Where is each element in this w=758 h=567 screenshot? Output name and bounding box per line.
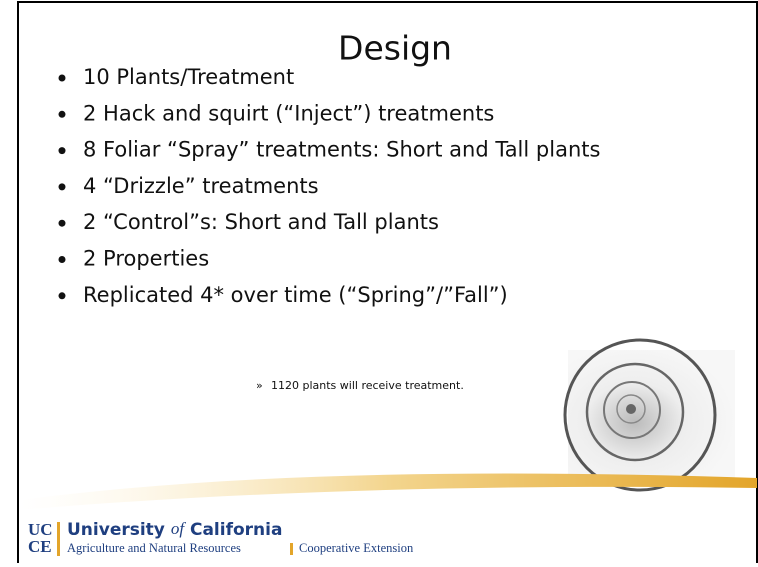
slide-title: Design [338, 29, 452, 68]
bullet-dot [58, 256, 66, 263]
bullet-dot [58, 147, 66, 155]
bullet-text: 8 Foliar “Spray” treatments: Short and T… [83, 138, 600, 162]
logo-top: UC [28, 520, 53, 539]
bullet-text: 4 “Drizzle” treatments [83, 174, 319, 198]
clock-image [563, 338, 735, 492]
footer-swoosh [20, 473, 757, 510]
university-post: California [190, 520, 282, 540]
bullet-text: 2 Hack and squirt (“Inject”) treatments [83, 101, 494, 125]
bullet-dot [58, 292, 66, 300]
bullet-text: 2 “Control”s: Short and Tall plants [83, 210, 439, 234]
bullet-dot [58, 74, 66, 82]
sub-bullet-marker: » [256, 379, 263, 392]
bullet-text: 2 Properties [83, 247, 209, 271]
university-of: of [171, 519, 187, 538]
logo-divider [57, 522, 60, 556]
bullet-dot [58, 110, 66, 118]
bullet-list: 10 Plants/Treatment 2 Hack and squirt (“I… [58, 65, 600, 307]
bullet-text: 10 Plants/Treatment [83, 65, 294, 89]
division-divider [290, 543, 293, 555]
bullet-dot [58, 183, 66, 191]
university-name: University of California [67, 519, 282, 540]
logo-bottom: CE [28, 537, 52, 556]
division: Agriculture and Natural Resources [67, 541, 241, 555]
sub-bullet: 1120 plants will receive treatment. [271, 379, 464, 392]
bullet-text: Replicated 4* over time (“Spring”/”Fall”… [83, 283, 508, 307]
bullet-dot [58, 219, 66, 227]
extension: Cooperative Extension [299, 541, 414, 555]
university-pre: University [67, 520, 165, 540]
